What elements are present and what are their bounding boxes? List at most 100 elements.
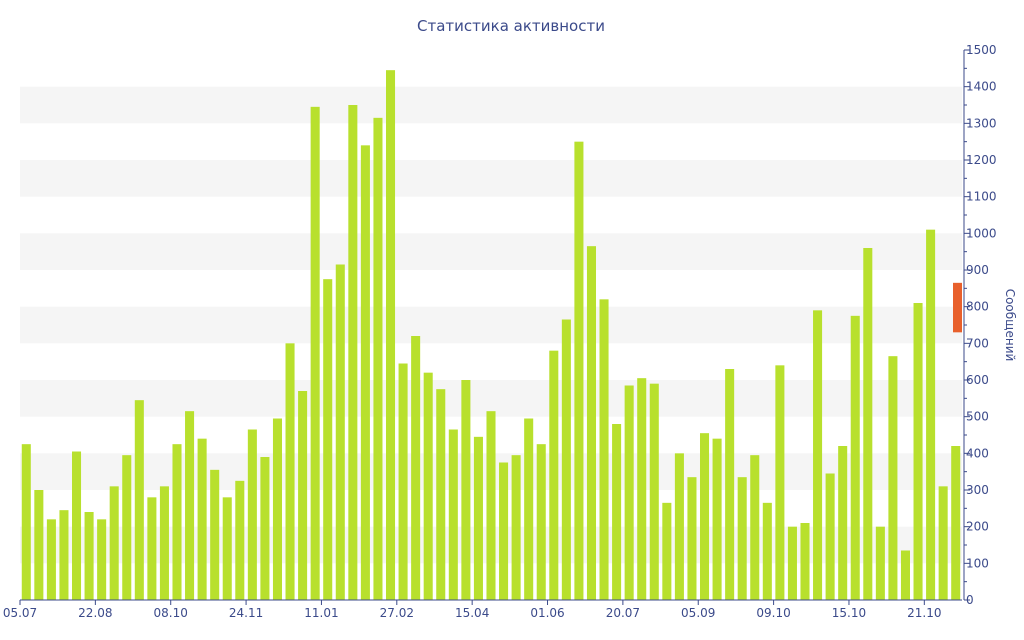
bar[interactable] [436, 389, 446, 600]
bar[interactable] [549, 350, 559, 600]
bar[interactable] [787, 526, 797, 600]
bar[interactable] [323, 279, 333, 600]
bar[interactable] [46, 519, 56, 600]
bar[interactable] [197, 438, 207, 600]
bar[interactable] [473, 436, 483, 600]
y-tick-label: 1300 [966, 116, 997, 130]
bar[interactable] [536, 444, 546, 600]
bar[interactable] [398, 363, 408, 601]
x-tick-label: 15.10 [832, 606, 866, 620]
bar[interactable] [687, 477, 697, 600]
bar[interactable] [649, 383, 659, 600]
bar[interactable] [109, 486, 119, 600]
bar[interactable] [612, 424, 622, 600]
bar[interactable] [699, 433, 710, 600]
bar[interactable] [385, 70, 396, 600]
bar[interactable] [888, 356, 898, 600]
bar[interactable] [486, 411, 496, 600]
y-tick-label: 300 [966, 483, 989, 497]
bar[interactable] [411, 336, 421, 600]
bar[interactable] [637, 378, 647, 600]
bar[interactable] [624, 385, 634, 601]
bar[interactable] [272, 418, 283, 601]
bar[interactable] [586, 246, 597, 600]
bar[interactable] [185, 411, 195, 600]
bar[interactable] [285, 343, 295, 600]
bar[interactable] [900, 550, 911, 601]
bar[interactable] [172, 444, 182, 600]
grid-band [20, 86, 962, 124]
x-tick-label: 09.10 [756, 606, 790, 620]
y-tick-label: 400 [966, 446, 989, 460]
bar[interactable] [461, 380, 471, 600]
bar[interactable] [737, 477, 747, 600]
x-tick-label: 05.09 [681, 606, 715, 620]
bar[interactable] [863, 248, 873, 600]
y-tick-label: 1100 [966, 190, 997, 204]
bar[interactable] [298, 391, 308, 600]
bar[interactable] [524, 418, 534, 601]
bar[interactable] [335, 264, 345, 601]
y-tick-label: 200 [966, 520, 989, 534]
bar[interactable] [951, 446, 961, 600]
bar[interactable] [159, 486, 169, 600]
range-highlight-marker[interactable] [953, 282, 962, 333]
bar[interactable] [222, 497, 232, 600]
bar[interactable] [599, 299, 609, 600]
grid-band [20, 160, 962, 197]
bar[interactable] [147, 497, 157, 600]
grid-band [20, 233, 962, 270]
grid-bands [20, 86, 962, 564]
bar[interactable] [574, 141, 584, 600]
bar[interactable] [775, 365, 785, 600]
bar[interactable] [813, 310, 823, 600]
bar[interactable] [247, 429, 257, 601]
bar[interactable] [34, 490, 44, 600]
bar[interactable] [838, 446, 848, 600]
x-tick-label: 11.01 [304, 606, 338, 620]
bar[interactable] [134, 400, 144, 600]
bar[interactable] [725, 369, 735, 600]
bar[interactable] [97, 519, 107, 600]
bar[interactable] [71, 451, 82, 601]
x-tick-label: 24.11 [229, 606, 263, 620]
bar[interactable] [373, 117, 383, 600]
bar[interactable] [499, 462, 509, 601]
bar[interactable] [21, 444, 31, 600]
y-tick-label: 1000 [966, 226, 997, 240]
bar[interactable] [423, 372, 433, 600]
y-tick-label: 600 [966, 373, 989, 387]
bar[interactable] [561, 319, 571, 601]
y-axis-label: Сообщений [1003, 289, 1017, 362]
bar[interactable] [662, 502, 672, 600]
bar[interactable] [850, 315, 860, 600]
bar[interactable] [875, 526, 885, 600]
bar[interactable] [750, 455, 760, 600]
bar[interactable] [210, 469, 220, 600]
bar[interactable] [260, 457, 270, 600]
bar[interactable] [926, 229, 936, 600]
bar[interactable] [712, 438, 722, 600]
bar[interactable] [762, 502, 772, 600]
bar[interactable] [938, 486, 948, 600]
bar[interactable] [84, 512, 94, 600]
bar[interactable] [511, 455, 521, 600]
bar[interactable] [59, 510, 69, 600]
bar[interactable] [235, 480, 245, 600]
x-tick-label: 20.07 [606, 606, 640, 620]
y-tick-label: 1400 [966, 80, 997, 94]
x-tick-label: 22.08 [78, 606, 112, 620]
bar[interactable] [800, 523, 810, 600]
x-tick-label: 05.07 [3, 606, 37, 620]
bar[interactable] [913, 303, 923, 600]
bar[interactable] [310, 106, 320, 600]
bar[interactable] [122, 455, 132, 600]
bar[interactable] [825, 473, 835, 601]
bar[interactable] [348, 105, 358, 600]
bar[interactable] [360, 145, 370, 601]
chart-title: Статистика активности [417, 17, 605, 35]
y-tick-label: 1500 [966, 43, 997, 57]
x-tick-label: 01.06 [530, 606, 564, 620]
bar[interactable] [448, 429, 458, 601]
bar[interactable] [674, 453, 684, 600]
